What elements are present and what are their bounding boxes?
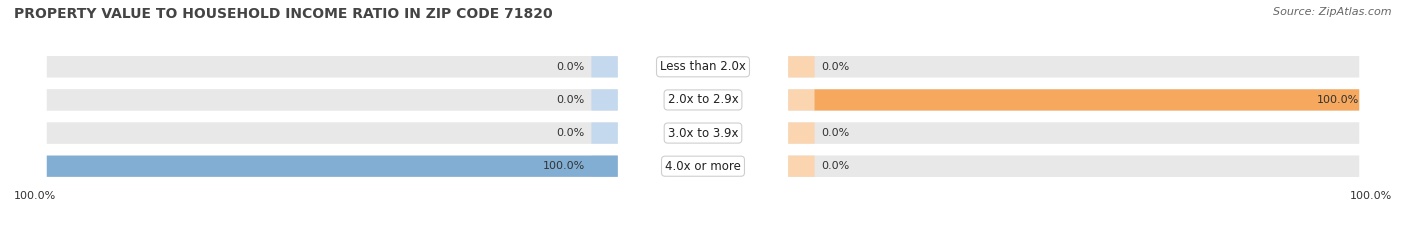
FancyBboxPatch shape bbox=[592, 89, 617, 110]
FancyBboxPatch shape bbox=[789, 122, 1360, 144]
FancyBboxPatch shape bbox=[789, 155, 1360, 177]
Text: 0.0%: 0.0% bbox=[821, 161, 849, 171]
Text: 100.0%: 100.0% bbox=[14, 191, 56, 201]
Text: 100.0%: 100.0% bbox=[1317, 95, 1360, 105]
FancyBboxPatch shape bbox=[789, 156, 814, 177]
FancyBboxPatch shape bbox=[592, 156, 617, 177]
FancyBboxPatch shape bbox=[46, 56, 617, 78]
Text: 0.0%: 0.0% bbox=[557, 128, 585, 138]
FancyBboxPatch shape bbox=[46, 155, 617, 177]
FancyBboxPatch shape bbox=[814, 89, 1360, 110]
Text: 3.0x to 3.9x: 3.0x to 3.9x bbox=[668, 127, 738, 140]
FancyBboxPatch shape bbox=[789, 89, 1360, 111]
Text: 100.0%: 100.0% bbox=[1350, 191, 1392, 201]
Text: PROPERTY VALUE TO HOUSEHOLD INCOME RATIO IN ZIP CODE 71820: PROPERTY VALUE TO HOUSEHOLD INCOME RATIO… bbox=[14, 7, 553, 21]
Text: 4.0x or more: 4.0x or more bbox=[665, 160, 741, 173]
FancyBboxPatch shape bbox=[789, 123, 814, 144]
FancyBboxPatch shape bbox=[592, 56, 617, 77]
FancyBboxPatch shape bbox=[789, 56, 814, 77]
Text: Source: ZipAtlas.com: Source: ZipAtlas.com bbox=[1274, 7, 1392, 17]
Text: 0.0%: 0.0% bbox=[557, 62, 585, 72]
Text: 2.0x to 2.9x: 2.0x to 2.9x bbox=[668, 93, 738, 106]
FancyBboxPatch shape bbox=[789, 89, 814, 110]
FancyBboxPatch shape bbox=[46, 89, 617, 111]
Text: 100.0%: 100.0% bbox=[543, 161, 585, 171]
FancyBboxPatch shape bbox=[592, 123, 617, 144]
Text: 0.0%: 0.0% bbox=[821, 62, 849, 72]
FancyBboxPatch shape bbox=[46, 122, 617, 144]
Text: 0.0%: 0.0% bbox=[821, 128, 849, 138]
FancyBboxPatch shape bbox=[789, 56, 1360, 78]
FancyBboxPatch shape bbox=[46, 156, 617, 177]
Text: Less than 2.0x: Less than 2.0x bbox=[659, 60, 747, 73]
Text: 0.0%: 0.0% bbox=[557, 95, 585, 105]
